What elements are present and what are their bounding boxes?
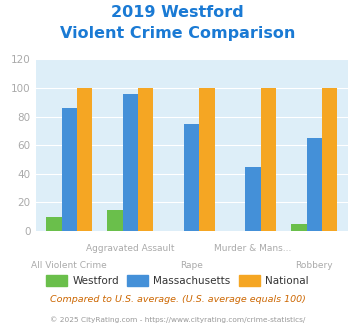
Text: Murder & Mans...: Murder & Mans... — [214, 244, 292, 253]
Text: Violent Crime Comparison: Violent Crime Comparison — [60, 26, 295, 41]
Bar — [184, 124, 200, 231]
Bar — [322, 88, 337, 231]
Bar — [61, 108, 77, 231]
Text: Rape: Rape — [180, 261, 203, 270]
Text: © 2025 CityRating.com - https://www.cityrating.com/crime-statistics/: © 2025 CityRating.com - https://www.city… — [50, 317, 305, 323]
Bar — [77, 88, 92, 231]
Bar — [46, 217, 61, 231]
Text: Compared to U.S. average. (U.S. average equals 100): Compared to U.S. average. (U.S. average … — [50, 295, 305, 304]
Text: Robbery: Robbery — [295, 261, 333, 270]
Bar — [123, 94, 138, 231]
Text: 2019 Westford: 2019 Westford — [111, 5, 244, 20]
Legend: Westford, Massachusetts, National: Westford, Massachusetts, National — [42, 271, 313, 290]
Bar — [138, 88, 153, 231]
Text: All Violent Crime: All Violent Crime — [31, 261, 107, 270]
Bar — [108, 210, 123, 231]
Bar — [261, 88, 276, 231]
Bar — [200, 88, 215, 231]
Bar — [245, 167, 261, 231]
Text: Aggravated Assault: Aggravated Assault — [86, 244, 175, 253]
Bar — [307, 138, 322, 231]
Bar — [291, 224, 307, 231]
